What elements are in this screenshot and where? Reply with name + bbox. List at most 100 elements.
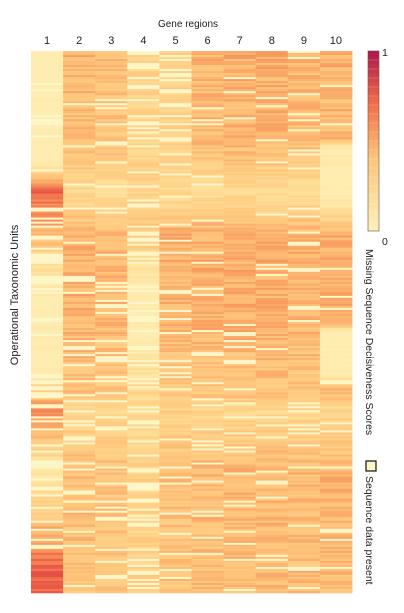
heatmap-cell bbox=[287, 482, 321, 485]
heatmap-cell bbox=[31, 217, 64, 220]
heatmap-cell bbox=[63, 125, 96, 128]
heatmap-cell bbox=[127, 564, 160, 568]
heatmap-cell bbox=[319, 568, 353, 572]
heatmap-cell bbox=[319, 83, 353, 86]
heatmap-cell bbox=[191, 498, 224, 501]
heatmap-cell bbox=[319, 103, 353, 106]
heatmap-cell bbox=[287, 219, 321, 222]
heatmap-cell bbox=[95, 151, 128, 154]
heatmap-cell bbox=[319, 91, 353, 94]
heatmap-cell bbox=[223, 113, 257, 116]
heatmap-cell bbox=[159, 105, 192, 108]
heatmap-cell bbox=[159, 486, 192, 489]
heatmap-cell bbox=[287, 368, 321, 371]
heatmap-cell bbox=[287, 105, 321, 108]
heatmap-cell bbox=[191, 540, 224, 544]
heatmap-cell bbox=[319, 199, 353, 202]
heatmap-cell bbox=[159, 311, 192, 315]
heatmap-cell bbox=[127, 438, 160, 441]
heatmap-cell bbox=[191, 223, 224, 226]
heatmap-cell bbox=[287, 303, 321, 307]
heatmap-cell bbox=[191, 127, 224, 130]
heatmap-cell bbox=[95, 281, 128, 285]
heatmap-cell bbox=[63, 580, 96, 584]
heatmap-cell bbox=[255, 275, 289, 279]
heatmap-cell bbox=[223, 75, 257, 78]
heatmap-cell bbox=[95, 51, 128, 54]
heatmap-cell bbox=[223, 586, 257, 590]
heatmap-cell bbox=[287, 103, 321, 106]
heatmap-cell bbox=[255, 161, 289, 164]
heatmap-cell bbox=[319, 73, 353, 76]
heatmap-cell bbox=[63, 231, 96, 234]
heatmap-cell bbox=[223, 368, 257, 371]
heatmap-cell bbox=[287, 115, 321, 118]
heatmap-cell bbox=[191, 486, 224, 489]
heatmap-cells bbox=[31, 51, 353, 594]
heatmap-cell bbox=[255, 85, 289, 88]
heatmap-cell bbox=[255, 510, 289, 514]
heatmap-cell bbox=[287, 125, 321, 128]
heatmap-cell bbox=[287, 350, 321, 353]
heatmap-cell bbox=[319, 586, 353, 590]
heatmap-cell bbox=[255, 486, 289, 489]
heatmap-cell bbox=[223, 576, 257, 580]
heatmap-cell bbox=[159, 221, 192, 224]
heatmap-cell bbox=[319, 131, 353, 134]
heatmap-cell bbox=[127, 448, 160, 451]
heatmap-cell bbox=[223, 356, 257, 359]
heatmap-cell bbox=[127, 293, 160, 297]
heatmap-cell bbox=[63, 372, 96, 375]
heatmap-cell bbox=[255, 55, 289, 58]
heatmap-cell bbox=[95, 506, 128, 509]
heatmap-cell bbox=[127, 61, 160, 64]
heatmap-cell bbox=[127, 273, 160, 277]
heatmap-cell bbox=[159, 426, 192, 429]
heatmap-cell bbox=[191, 123, 224, 126]
heatmap-cell bbox=[319, 75, 353, 78]
heatmap-cell bbox=[223, 412, 257, 415]
heatmap-cell bbox=[191, 85, 224, 88]
heatmap-cell bbox=[95, 127, 128, 130]
heatmap-cell bbox=[191, 157, 224, 160]
heatmap-cell bbox=[159, 370, 192, 373]
heatmap-cell bbox=[31, 452, 64, 455]
heatmap-cell bbox=[191, 165, 224, 168]
heatmap-cell bbox=[287, 259, 321, 263]
heatmap-cell bbox=[287, 398, 321, 401]
heatmap-cell bbox=[255, 175, 289, 178]
heatmap-cell bbox=[287, 458, 321, 461]
heatmap-cell bbox=[287, 81, 321, 84]
heatmap-cell bbox=[127, 392, 160, 395]
heatmap-cell bbox=[287, 319, 321, 323]
heatmap-cell bbox=[127, 404, 160, 407]
heatmap-cell bbox=[287, 283, 321, 287]
heatmap-cell bbox=[255, 402, 289, 405]
heatmap-cell bbox=[191, 205, 224, 208]
heatmap-cell bbox=[255, 560, 289, 564]
heatmap-cell bbox=[287, 85, 321, 88]
heatmap-cell bbox=[255, 562, 289, 566]
heatmap-cell bbox=[191, 382, 224, 385]
heatmap-cell bbox=[31, 275, 64, 279]
heatmap-cell bbox=[63, 326, 96, 329]
heatmap-cell bbox=[223, 348, 257, 351]
heatmap-cell bbox=[63, 470, 96, 473]
heatmap-cell bbox=[127, 113, 160, 116]
heatmap-cell bbox=[319, 350, 353, 353]
heatmap-cell bbox=[255, 77, 289, 80]
heatmap-cell bbox=[95, 181, 128, 184]
heatmap-cell bbox=[191, 279, 224, 283]
heatmap-cell bbox=[191, 251, 224, 255]
heatmap-cell bbox=[255, 514, 289, 518]
heatmap-cell bbox=[95, 305, 128, 309]
heatmap-cell bbox=[287, 191, 321, 194]
heatmap-cell bbox=[287, 518, 321, 522]
heatmap-cell bbox=[255, 227, 289, 230]
heatmap-cell bbox=[287, 454, 321, 457]
heatmap-cell bbox=[127, 201, 160, 204]
heatmap-cell bbox=[287, 322, 321, 325]
heatmap-cell bbox=[31, 223, 64, 226]
heatmap-cell bbox=[31, 362, 64, 365]
heatmap-cell bbox=[255, 303, 289, 307]
